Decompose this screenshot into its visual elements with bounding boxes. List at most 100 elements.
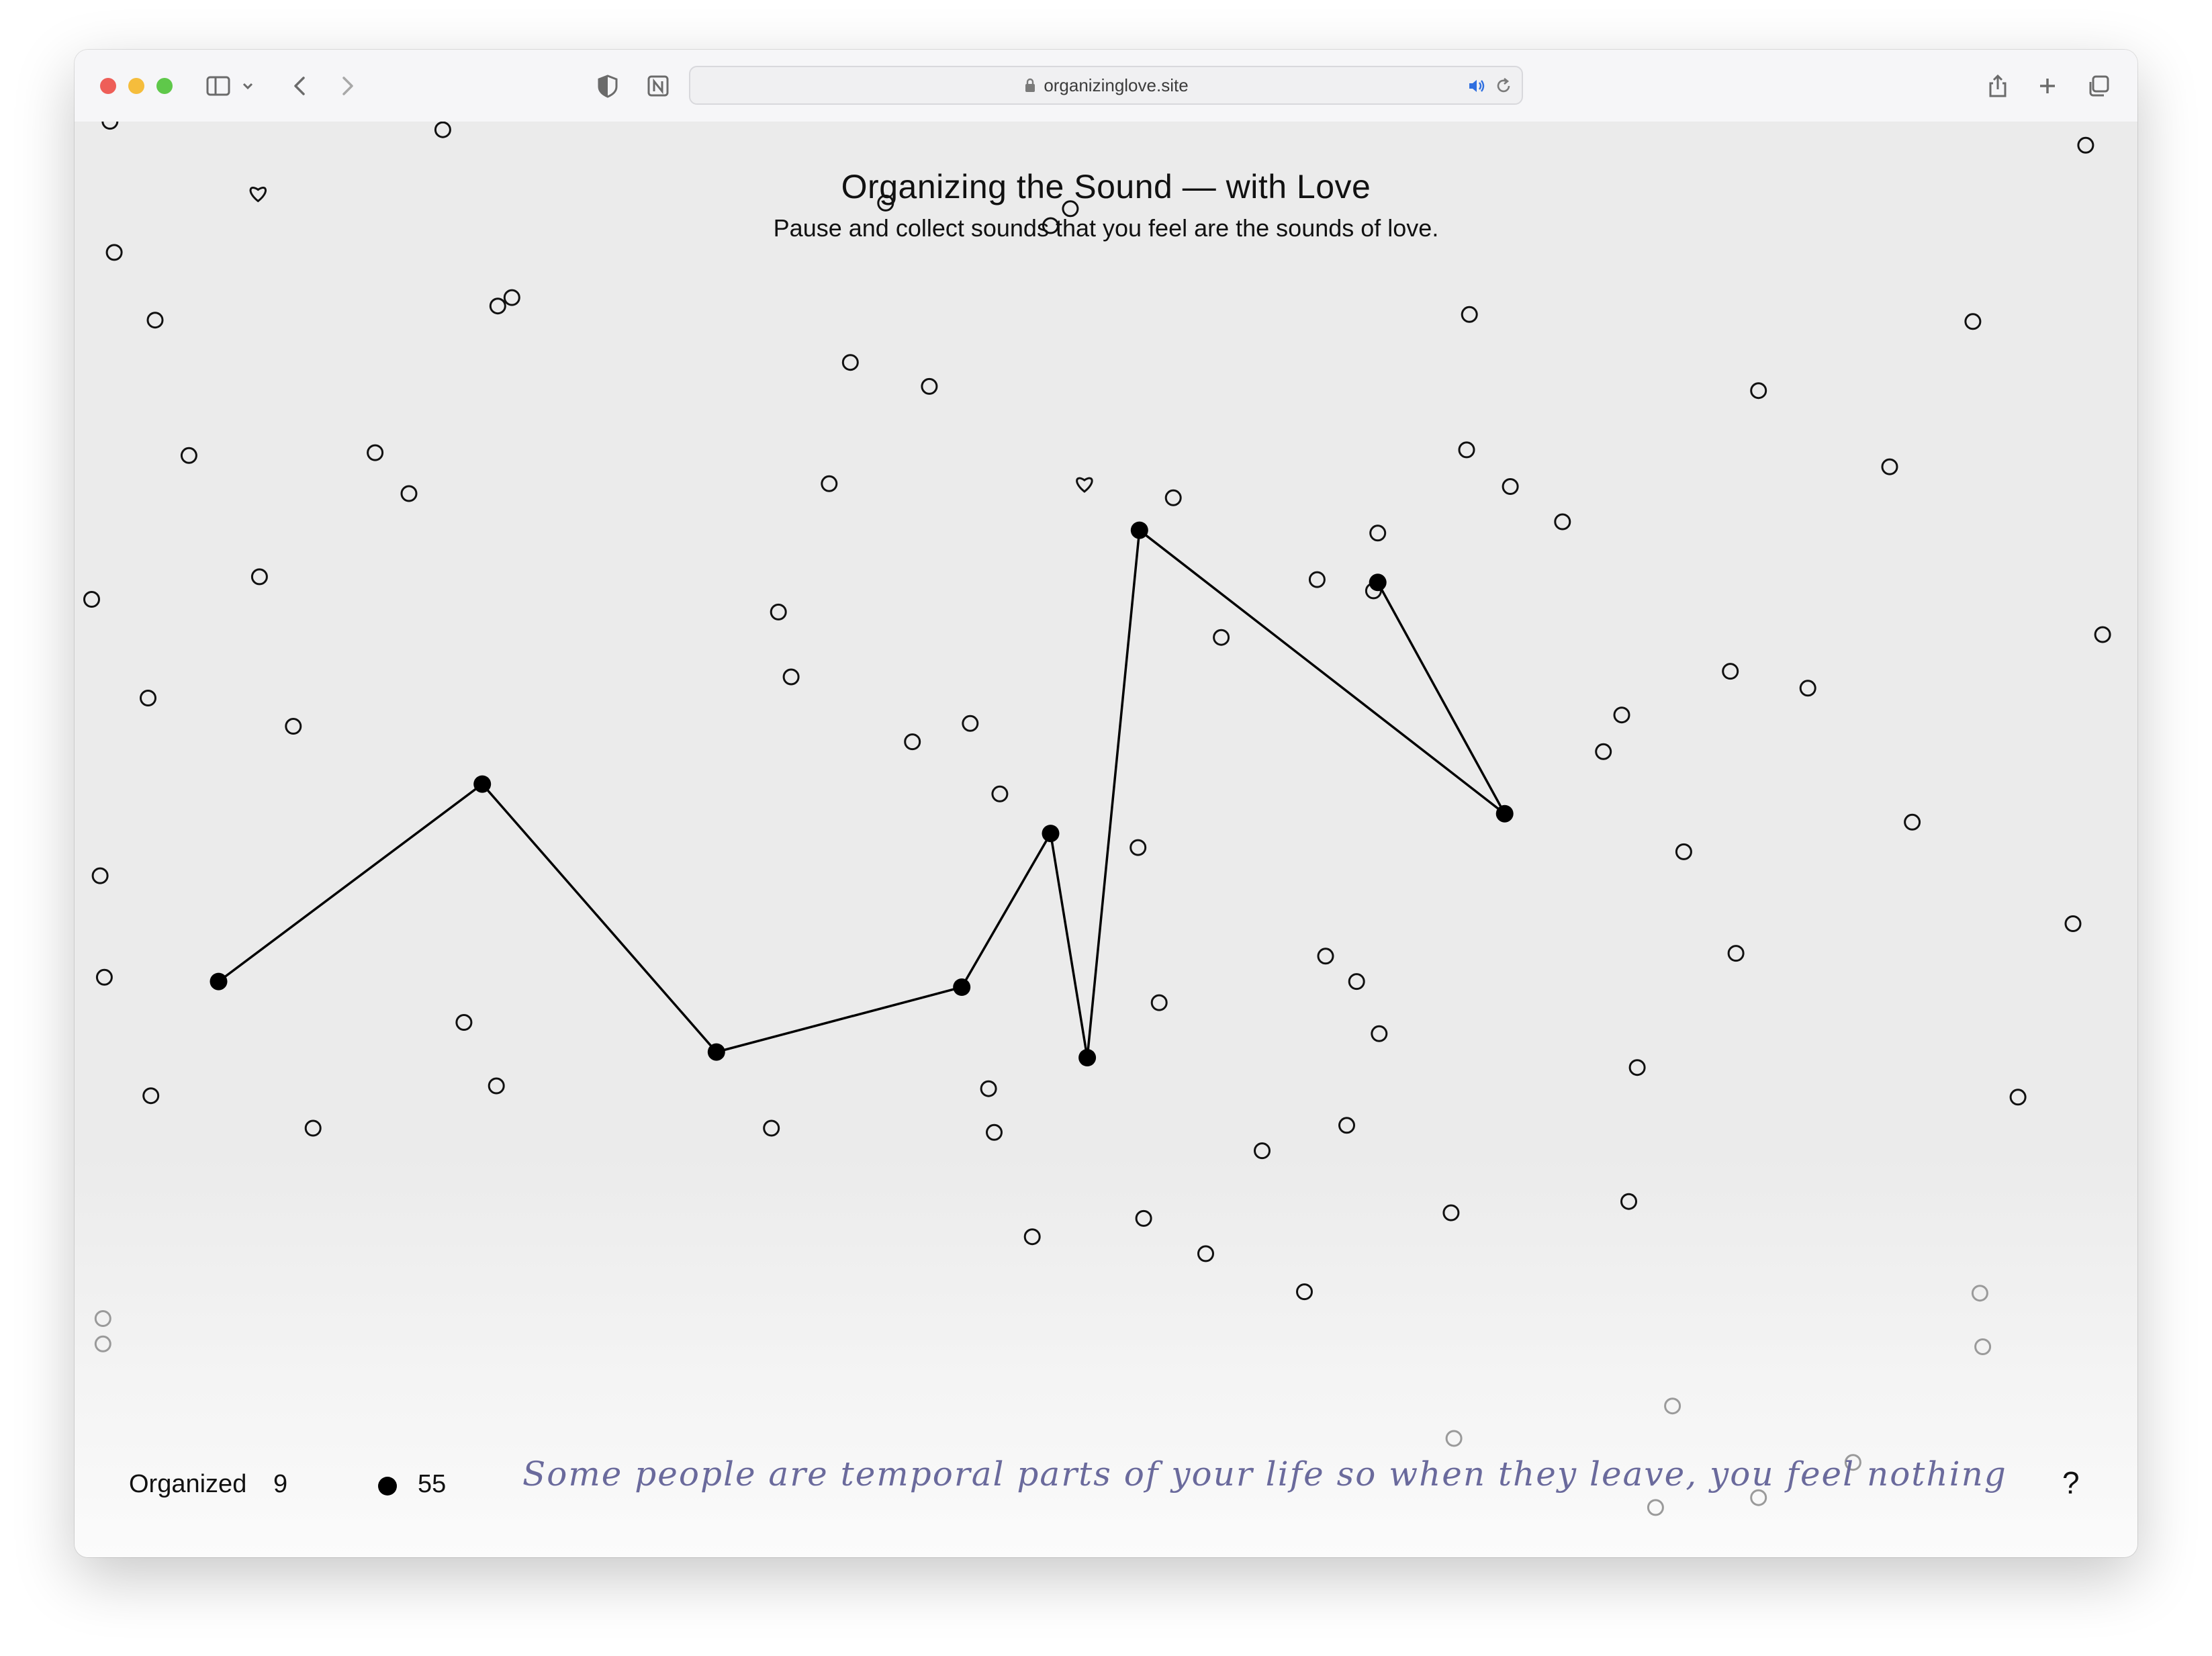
sound-field[interactable] (75, 122, 2137, 1557)
uncollected-sound-dot[interactable] (146, 312, 164, 329)
uncollected-sound-dot[interactable] (285, 718, 302, 735)
collected-sound-dot[interactable] (210, 972, 228, 991)
zoom-window-button[interactable] (156, 78, 173, 94)
address-bar[interactable]: organizinglove.site (689, 66, 1523, 105)
fading-sound-dot[interactable] (94, 1310, 111, 1327)
uncollected-sound-dot[interactable] (1369, 524, 1387, 542)
uncollected-sound-dot[interactable] (503, 289, 520, 306)
collected-sound-dot[interactable] (1369, 573, 1387, 592)
uncollected-sound-dot[interactable] (489, 297, 506, 315)
close-window-button[interactable] (100, 78, 116, 94)
uncollected-sound-dot[interactable] (1502, 478, 1519, 495)
uncollected-sound-dot[interactable] (1727, 945, 1745, 962)
uncollected-sound-dot[interactable] (105, 244, 123, 261)
uncollected-sound-dot[interactable] (1348, 973, 1365, 991)
uncollected-sound-dot[interactable] (1442, 1204, 1460, 1222)
uncollected-sound-dot[interactable] (1254, 1142, 1271, 1160)
fading-sound-dot[interactable] (1750, 1489, 1767, 1506)
speaker-icon[interactable] (1467, 76, 1487, 96)
uncollected-sound-dot[interactable] (434, 122, 451, 138)
uncollected-sound-dot[interactable] (1675, 843, 1692, 860)
collected-sound-dot[interactable] (1042, 825, 1060, 843)
uncollected-sound-dot[interactable] (763, 1119, 780, 1137)
uncollected-sound-dot[interactable] (1197, 1245, 1214, 1262)
uncollected-sound-dot[interactable] (1371, 1025, 1388, 1042)
uncollected-sound-dot[interactable] (782, 668, 800, 686)
uncollected-sound-dot[interactable] (1461, 306, 1478, 323)
uncollected-sound-dot[interactable] (400, 485, 418, 502)
uncollected-sound-dot[interactable] (1042, 217, 1059, 234)
uncollected-sound-dot[interactable] (250, 568, 268, 586)
new-tab-icon[interactable] (2031, 70, 2064, 102)
back-icon[interactable] (284, 70, 316, 102)
tabs-overview-icon[interactable] (2082, 70, 2115, 102)
uncollected-sound-dot[interactable] (877, 194, 894, 212)
fading-sound-dot[interactable] (1971, 1285, 1988, 1302)
uncollected-sound-dot[interactable] (1964, 313, 1982, 330)
uncollected-sound-dot[interactable] (1554, 513, 1571, 531)
uncollected-sound-dot[interactable] (101, 122, 119, 130)
uncollected-sound-dot[interactable] (1799, 680, 1816, 697)
collected-sound-dot[interactable] (953, 978, 971, 996)
privacy-shield-icon[interactable] (592, 70, 624, 102)
notion-icon[interactable] (642, 70, 674, 102)
uncollected-sound-dot[interactable] (1062, 200, 1079, 218)
uncollected-sound-dot[interactable] (1904, 813, 1921, 831)
fading-sound-dot[interactable] (94, 1335, 111, 1352)
uncollected-sound-dot[interactable] (1338, 1117, 1355, 1134)
uncollected-sound-dot[interactable] (2064, 915, 2082, 932)
uncollected-sound-dot[interactable] (304, 1119, 322, 1137)
uncollected-sound-dot[interactable] (904, 733, 921, 751)
uncollected-sound-dot[interactable] (1023, 1228, 1041, 1246)
collected-sound-dot[interactable] (1078, 1049, 1097, 1066)
uncollected-sound-dot[interactable] (1722, 663, 1739, 680)
uncollected-sound-dot[interactable] (770, 603, 787, 620)
uncollected-sound-dot[interactable] (841, 354, 859, 371)
chevron-down-icon[interactable] (238, 70, 257, 102)
uncollected-sound-dot[interactable] (1750, 382, 1767, 400)
fading-sound-dot[interactable] (1647, 1499, 1664, 1516)
uncollected-sound-dot[interactable] (921, 377, 938, 395)
uncollected-sound-dot[interactable] (140, 690, 156, 706)
uncollected-sound-dot[interactable] (2009, 1089, 2027, 1106)
fading-sound-dot[interactable] (1844, 1454, 1861, 1471)
collected-sound-dot[interactable] (1130, 521, 1148, 539)
forward-icon[interactable] (331, 70, 363, 102)
fading-sound-dot[interactable] (1664, 1397, 1681, 1415)
heart-icon[interactable] (1076, 477, 1093, 493)
collected-sound-dot[interactable] (707, 1043, 725, 1061)
uncollected-sound-dot[interactable] (980, 1080, 997, 1097)
uncollected-sound-dot[interactable] (1135, 1209, 1152, 1227)
uncollected-sound-dot[interactable] (367, 444, 384, 461)
uncollected-sound-dot[interactable] (2094, 626, 2111, 643)
collected-sound-dot[interactable] (1495, 804, 1514, 823)
minimize-window-button[interactable] (128, 78, 144, 94)
sidebar-icon[interactable] (202, 70, 234, 102)
uncollected-sound-dot[interactable] (2077, 136, 2094, 154)
uncollected-sound-dot[interactable] (1130, 839, 1147, 856)
reload-icon[interactable] (1493, 76, 1514, 96)
uncollected-sound-dot[interactable] (986, 1123, 1003, 1141)
uncollected-sound-dot[interactable] (1150, 994, 1168, 1011)
uncollected-sound-dot[interactable] (142, 1087, 160, 1105)
uncollected-sound-dot[interactable] (91, 867, 109, 884)
uncollected-sound-dot[interactable] (1296, 1283, 1313, 1301)
uncollected-sound-dot[interactable] (180, 447, 197, 464)
uncollected-sound-dot[interactable] (1628, 1059, 1646, 1076)
fading-sound-dot[interactable] (1974, 1338, 1992, 1355)
share-icon[interactable] (1982, 70, 2014, 102)
uncollected-sound-dot[interactable] (1317, 948, 1334, 965)
uncollected-sound-dot[interactable] (1613, 706, 1630, 724)
uncollected-sound-dot[interactable] (991, 785, 1009, 802)
heart-icon[interactable] (249, 186, 267, 203)
uncollected-sound-dot[interactable] (821, 475, 838, 492)
uncollected-sound-dot[interactable] (1308, 571, 1326, 588)
uncollected-sound-dot[interactable] (1164, 489, 1182, 506)
uncollected-sound-dot[interactable] (455, 1014, 473, 1031)
uncollected-sound-dot[interactable] (1595, 743, 1612, 760)
uncollected-sound-dot[interactable] (95, 968, 113, 986)
uncollected-sound-dot[interactable] (83, 591, 100, 608)
collected-sound-dot[interactable] (473, 775, 492, 793)
uncollected-sound-dot[interactable] (962, 715, 979, 732)
uncollected-sound-dot[interactable] (488, 1077, 505, 1095)
